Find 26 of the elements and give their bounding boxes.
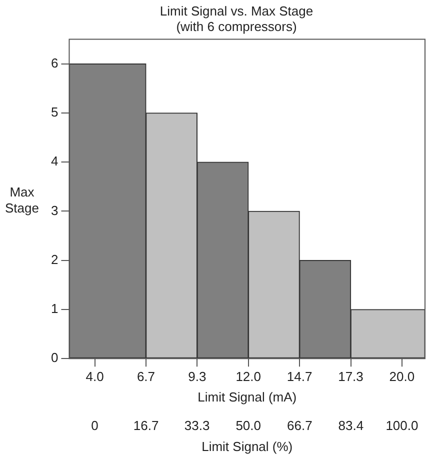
x-tick-label: 20.0 <box>389 368 415 384</box>
x-tick-label: 6.7 <box>136 368 156 384</box>
x-tick-label: 17.3 <box>338 368 364 384</box>
y-tick-label: 1 <box>50 301 58 316</box>
x2-tick-label: 16.7 <box>133 418 159 434</box>
x2-tick-label: 100.0 <box>386 418 418 434</box>
x2-tick-label: 33.3 <box>184 418 210 434</box>
chart-subtitle: (with 6 compressors) <box>176 18 297 34</box>
y-tick-label: 2 <box>50 252 58 267</box>
y-tick-label: 5 <box>50 104 58 120</box>
chart-title: Limit Signal vs. Max Stage <box>160 3 314 18</box>
y-tick-label: 0 <box>50 350 58 366</box>
y-axis-title: Max Stage <box>5 184 39 216</box>
x-tick-label: 12.0 <box>236 368 262 384</box>
y-tick-label: 6 <box>50 55 58 70</box>
x2-axis-title: Limit Signal (%) <box>202 438 293 454</box>
x2-tick-label: 50.0 <box>236 418 261 434</box>
x-axis-title: Limit Signal (mA) <box>198 390 297 405</box>
x2-tick-label: 83.4 <box>338 418 364 434</box>
x-tick-label: 4.0 <box>86 368 104 384</box>
x-tick-label: 9.3 <box>188 368 206 384</box>
x2-tick-label: 0 <box>91 418 98 434</box>
x-tick-label: 14.7 <box>286 368 312 384</box>
y-tick-label: 3 <box>50 202 58 218</box>
y-tick-label: 4 <box>50 154 58 169</box>
x2-tick-label: 66.7 <box>286 418 312 434</box>
